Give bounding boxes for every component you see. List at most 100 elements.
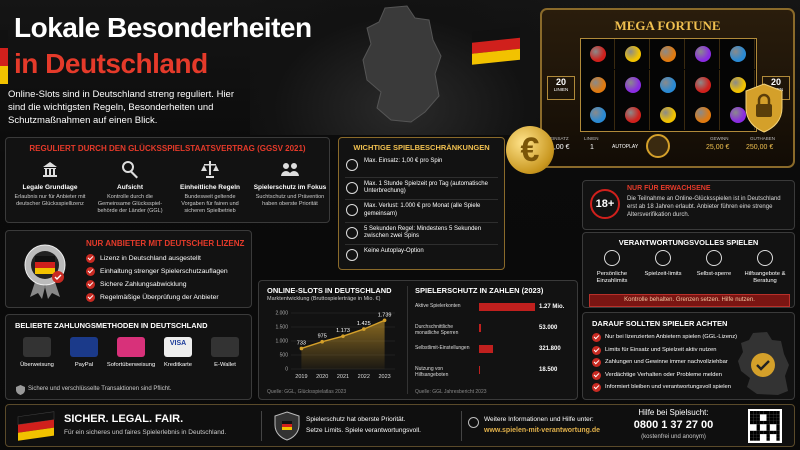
qr-cell xyxy=(763,411,767,415)
check-item: Zahlungen und Gewinne immer nachvollzieh… xyxy=(605,359,728,365)
qr-cell xyxy=(756,430,760,435)
x-tick-label: 2023 xyxy=(378,374,390,380)
reel-cell xyxy=(651,39,685,69)
divider xyxy=(261,411,262,441)
responsible-panel: VERANTWORTUNGSVOLLES SPIELEN Kontrolle b… xyxy=(582,232,795,308)
item-title: Legale Grundlage xyxy=(22,184,78,191)
qr-cell xyxy=(756,424,760,428)
footer-text: Weitere Informationen und Hilfe unter: xyxy=(484,416,594,423)
reel-symbol xyxy=(590,107,606,124)
qr-cell xyxy=(756,420,760,425)
qr-cell xyxy=(753,430,757,435)
qr-cell xyxy=(766,414,770,418)
qr-code xyxy=(748,409,782,443)
lines-badge-number: 20 xyxy=(770,77,781,87)
divider xyxy=(345,221,498,223)
qr-cell xyxy=(756,437,760,441)
resp-item: Hilfsangebote & Beratung xyxy=(744,271,786,284)
check-icon xyxy=(86,293,95,302)
bar-label: Selbstlimit-Einstellungen xyxy=(415,345,470,351)
reel-symbol xyxy=(695,46,711,62)
qr-cell xyxy=(766,424,770,428)
item-text: Kontrolle durch die Gemeinsame Glücksspi… xyxy=(97,194,163,214)
reel-symbol xyxy=(695,107,711,124)
icon xyxy=(43,162,57,177)
point xyxy=(341,334,345,338)
license-item: Einhaltung strenger Spielerschutzauflage… xyxy=(100,268,228,275)
reel-cell xyxy=(651,100,685,131)
win: 25,00 € xyxy=(706,144,730,151)
qr-cell xyxy=(750,434,754,438)
x-tick-label: 2020 xyxy=(316,374,328,380)
restriction-icon xyxy=(346,159,358,171)
title: Lokale Besonderheiten xyxy=(14,12,312,43)
qr-cell xyxy=(776,417,780,421)
euro-coin: € xyxy=(506,126,554,174)
qr-cell xyxy=(756,434,760,438)
check-item: Limits für Einsatz und Spielzeit aktiv n… xyxy=(605,346,717,353)
payment-icon xyxy=(23,337,51,357)
help-phone: 0800 1 37 27 00 xyxy=(633,419,714,431)
payment-label: PayPal xyxy=(74,362,94,368)
qr-cell xyxy=(766,437,770,441)
qr-cell xyxy=(753,420,757,425)
reel-symbol xyxy=(695,76,711,93)
reel-cell xyxy=(616,69,650,100)
check-icon xyxy=(592,333,601,342)
chart-title: SPIELERSCHUTZ IN ZAHLEN (2023) xyxy=(415,286,544,295)
icon xyxy=(281,163,299,176)
reels xyxy=(580,38,757,132)
footer: SICHER. LEGAL. FAIR. Für ein sicheres un… xyxy=(5,404,795,447)
value-label: 321.800 xyxy=(539,346,561,352)
qr-cell xyxy=(776,434,780,438)
qr-cell xyxy=(750,411,754,415)
qr-cell xyxy=(753,437,757,441)
reel-symbol xyxy=(730,46,746,62)
german-flag xyxy=(472,26,520,65)
intro: Online-Slots sind in Deutschland streng … xyxy=(8,89,234,126)
payment-icon xyxy=(70,337,98,357)
section-title: WICHTIGE SPIELBESCHRÄNKUNGEN xyxy=(353,143,490,152)
check-icon xyxy=(592,370,601,380)
help-note: (kostenfrei und anonym) xyxy=(641,434,706,440)
restrictions-panel: WICHTIGE SPIELBESCHRÄNKUNGEN Max. Einsat… xyxy=(338,137,505,270)
slot-title: MEGA FORTUNE xyxy=(614,18,721,33)
age-badge: 18+ xyxy=(590,189,620,219)
icon-shape xyxy=(281,163,299,176)
check-item: Informiert bleiben und verantwortungsvol… xyxy=(605,384,731,390)
bet: 1,00 € xyxy=(550,144,570,151)
bar xyxy=(479,303,535,311)
qr-cell xyxy=(766,411,770,415)
reel-cell xyxy=(616,100,650,131)
reel-cell xyxy=(581,69,615,100)
lines: 1 xyxy=(590,144,594,151)
section-title: NUR ANBIETER MIT DEUTSCHER LIZENZ xyxy=(86,239,245,248)
qr-cell xyxy=(759,411,764,415)
reel-cell xyxy=(686,100,720,131)
check-icon xyxy=(592,383,601,392)
check-icon xyxy=(592,345,601,355)
check-icon xyxy=(86,280,95,289)
shield-icon xyxy=(16,385,25,395)
qr-cell xyxy=(776,437,780,441)
value-label: 1.27 Mio. xyxy=(539,304,565,310)
divider xyxy=(345,199,498,200)
qr-cell xyxy=(750,420,754,425)
item-title: Einheitliche Regeln xyxy=(180,184,240,191)
resp-icon xyxy=(706,250,722,266)
qr-cell xyxy=(753,411,757,415)
qr-cell xyxy=(773,430,777,435)
item-title: Spielerschutz im Fokus xyxy=(253,184,327,191)
reel-symbol xyxy=(590,46,606,62)
reel-symbol xyxy=(660,46,676,62)
qr-cell xyxy=(759,430,764,435)
reel-cell xyxy=(721,69,755,100)
reel-cell xyxy=(651,69,685,100)
point xyxy=(362,327,366,331)
charts-panel: ONLINE-SLOTS IN DEUTSCHLAND Marktentwick… xyxy=(258,280,578,400)
qr-cell xyxy=(776,414,780,418)
license-medal xyxy=(24,244,66,299)
qr-cell xyxy=(753,417,757,421)
reel-symbol xyxy=(730,76,746,93)
